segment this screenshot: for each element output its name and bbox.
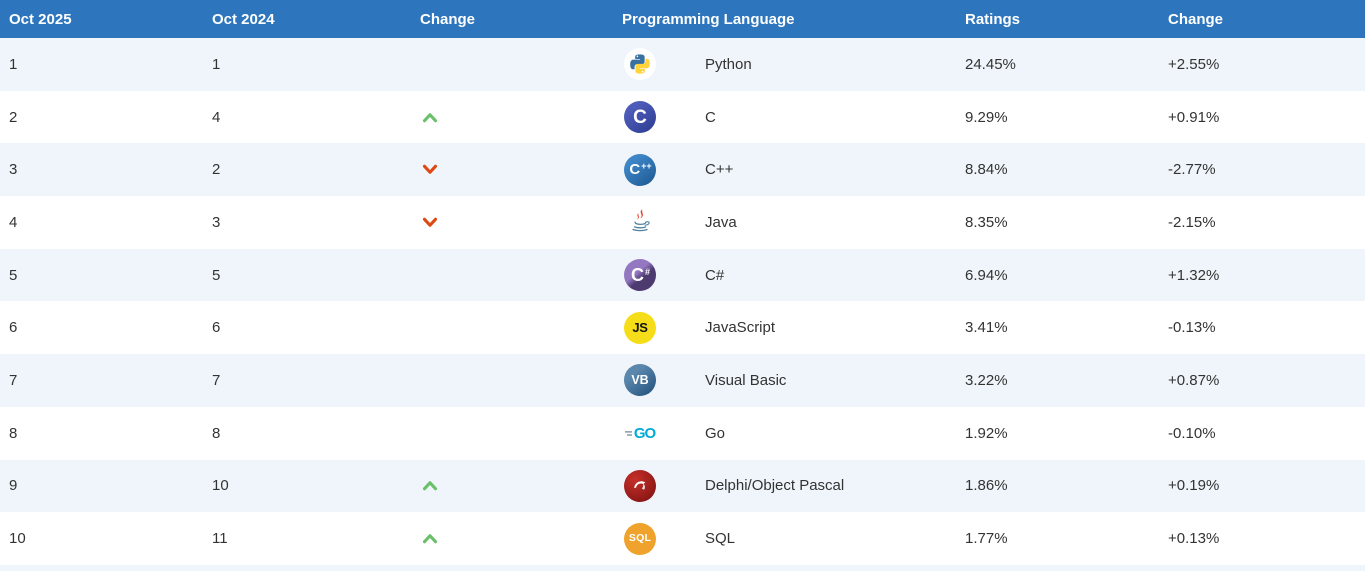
rank-previous: 10 bbox=[212, 477, 229, 495]
language-name: C# bbox=[705, 266, 725, 284]
rating-change-value: -0.10% bbox=[1168, 424, 1216, 442]
visual-basic-icon: VB bbox=[622, 364, 705, 397]
language-name: Visual Basic bbox=[705, 371, 787, 389]
rating-value: 3.22% bbox=[965, 371, 1008, 389]
language-name: Java bbox=[705, 213, 737, 231]
delphi-icon bbox=[622, 469, 705, 502]
rank-down-arrow-icon bbox=[420, 164, 622, 175]
rank-previous: 8 bbox=[212, 424, 221, 442]
table-row: 9 10 Delphi/Object Pascal 1.86% +0.19% bbox=[0, 459, 1365, 513]
rating-value: 3.41% bbox=[965, 319, 1008, 337]
rating-value: 6.94% bbox=[965, 266, 1008, 284]
table-row: 4 3 Java 8.35% -2.15% bbox=[0, 196, 1365, 249]
next-row-partial bbox=[0, 564, 1365, 571]
rating-change-value: +1.32% bbox=[1168, 266, 1220, 284]
rating-change-value: -2.77% bbox=[1168, 161, 1216, 179]
rank-current: 9 bbox=[9, 477, 18, 495]
language-name: Python bbox=[705, 55, 752, 73]
cpp-icon: C ++ bbox=[622, 153, 705, 186]
rating-value: 24.45% bbox=[965, 55, 1016, 73]
language-name: Go bbox=[705, 424, 726, 442]
sql-icon: SQL bbox=[622, 522, 705, 555]
rank-current: 5 bbox=[9, 266, 18, 284]
rank-previous: 4 bbox=[212, 108, 221, 126]
csharp-icon: C # bbox=[622, 259, 705, 292]
table-row: 10 11 SQL SQL 1.77% +0.13% bbox=[0, 512, 1365, 565]
rating-value: 8.35% bbox=[965, 213, 1008, 231]
rank-current: 4 bbox=[9, 213, 18, 231]
rank-previous: 2 bbox=[212, 161, 221, 179]
rank-previous: 7 bbox=[212, 371, 221, 389]
rating-change-value: -2.15% bbox=[1168, 213, 1216, 231]
language-name: Delphi/Object Pascal bbox=[705, 477, 845, 495]
language-name: SQL bbox=[705, 530, 736, 548]
rating-change-value: +2.55% bbox=[1168, 55, 1220, 73]
rating-value: 1.92% bbox=[965, 424, 1008, 442]
rating-value: 1.77% bbox=[965, 530, 1008, 548]
go-icon: GO bbox=[622, 417, 705, 449]
rating-change-value: +0.87% bbox=[1168, 371, 1220, 389]
rating-value: 9.29% bbox=[965, 108, 1008, 126]
java-icon bbox=[622, 206, 705, 238]
rank-current: 2 bbox=[9, 108, 18, 126]
rank-previous: 5 bbox=[212, 266, 221, 284]
table-row: 3 2 C ++ C++ 8.84% -2.77% bbox=[0, 143, 1365, 197]
rank-previous: 6 bbox=[212, 319, 221, 337]
rank-current: 8 bbox=[9, 424, 18, 442]
column-header-oct-2024: Oct 2024 bbox=[212, 10, 275, 28]
javascript-icon: JS bbox=[622, 311, 705, 344]
table-body: 1 1 Python 24.45% +2.55% 2 4 C C 9.29% +… bbox=[0, 38, 1365, 565]
rank-down-arrow-icon bbox=[420, 217, 622, 228]
column-header-ratings: Ratings bbox=[965, 10, 1021, 28]
table-row: 7 7 VB Visual Basic 3.22% +0.87% bbox=[0, 354, 1365, 407]
rating-change-value: +0.13% bbox=[1168, 530, 1220, 548]
python-icon bbox=[622, 48, 705, 81]
rating-change-value: +0.19% bbox=[1168, 477, 1220, 495]
rank-previous: 1 bbox=[212, 55, 221, 73]
rank-up-arrow-icon bbox=[420, 533, 622, 544]
rank-current: 1 bbox=[9, 55, 18, 73]
rank-previous: 3 bbox=[212, 213, 221, 231]
column-header-programming-language: Programming Language bbox=[622, 10, 795, 28]
table-header-row: Oct 2025 Oct 2024 Change Programming Lan… bbox=[0, 0, 1365, 38]
language-name: C bbox=[705, 108, 716, 126]
rank-up-arrow-icon bbox=[420, 480, 622, 491]
rating-change-value: -0.13% bbox=[1168, 319, 1216, 337]
column-header-ratings-change: Change bbox=[1168, 10, 1224, 28]
table-row: 5 5 C # C# 6.94% +1.32% bbox=[0, 248, 1365, 302]
rank-current: 7 bbox=[9, 371, 18, 389]
rating-change-value: +0.91% bbox=[1168, 108, 1220, 126]
table-row: 1 1 Python 24.45% +2.55% bbox=[0, 38, 1365, 91]
rank-previous: 11 bbox=[212, 530, 228, 548]
table-row: 6 6 JS JavaScript 3.41% -0.13% bbox=[0, 301, 1365, 355]
column-header-oct-2025: Oct 2025 bbox=[9, 10, 72, 28]
rating-value: 1.86% bbox=[965, 477, 1008, 495]
rank-current: 10 bbox=[9, 530, 26, 548]
language-name: JavaScript bbox=[705, 319, 776, 337]
c-icon: C bbox=[622, 101, 705, 134]
rank-current: 6 bbox=[9, 319, 18, 337]
rank-current: 3 bbox=[9, 161, 18, 179]
rating-value: 8.84% bbox=[965, 161, 1008, 179]
column-header-rank-change: Change bbox=[420, 10, 476, 28]
table-row: 2 4 C C 9.29% +0.91% bbox=[0, 90, 1365, 144]
rank-up-arrow-icon bbox=[420, 112, 622, 123]
table-row: 8 8 GO Go 1.92% -0.10% bbox=[0, 406, 1365, 460]
language-name: C++ bbox=[705, 161, 734, 179]
